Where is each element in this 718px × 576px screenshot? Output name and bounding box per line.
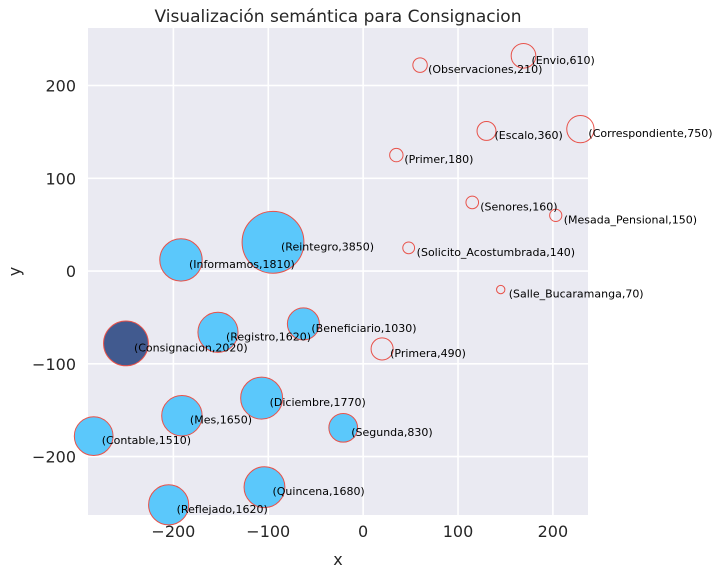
point-contable xyxy=(73,416,114,457)
point-label-solicito-acostumbrada: (Solicito_Acostumbrada,140) xyxy=(417,246,575,259)
point-quincena xyxy=(243,466,286,509)
point-label-reintegro: (Reintegro,3850) xyxy=(281,240,374,253)
point-label-informamos: (Informamos,1810) xyxy=(189,258,295,271)
point-solicito-acostumbrada xyxy=(402,241,416,255)
point-label-senores: (Senores,160) xyxy=(480,200,557,213)
point-label-quincena: (Quincena,1680) xyxy=(272,485,364,498)
point-label-diciembre: (Diciembre,1770) xyxy=(270,396,366,409)
y-tick-label: −200 xyxy=(32,448,76,467)
point-salle-bucaramanga xyxy=(496,284,506,295)
point-label-registro: (Registro,1620) xyxy=(226,330,311,343)
point-label-observaciones: (Observaciones,210) xyxy=(428,63,542,76)
point-segunda xyxy=(328,412,359,443)
chart-title: Visualización semántica para Consignacio… xyxy=(155,7,522,27)
point-label-primer: (Primer,180) xyxy=(404,153,473,166)
y-tick-label: 100 xyxy=(45,169,76,188)
y-axis-title: y xyxy=(5,267,24,276)
point-senores xyxy=(465,195,480,210)
point-label-correspondiente: (Correspondiente,750) xyxy=(588,127,712,140)
point-observaciones xyxy=(412,57,428,73)
point-escalo xyxy=(476,121,497,141)
point-envio xyxy=(510,43,537,69)
point-beneficiario xyxy=(286,307,320,341)
point-label-contable: (Contable,1510) xyxy=(102,434,191,447)
x-axis-title: x xyxy=(333,550,342,569)
point-label-mes: (Mes,1650) xyxy=(190,414,252,427)
point-registro xyxy=(197,311,239,353)
x-tick-label: −200 xyxy=(151,522,195,541)
point-consignacion xyxy=(103,320,149,367)
point-label-escalo: (Escalo,360) xyxy=(494,129,562,142)
point-label-primera: (Primera,490) xyxy=(390,347,466,360)
point-diciembre xyxy=(240,376,284,420)
point-correspondiente xyxy=(566,114,595,144)
point-label-consignacion: (Consignacion,2020) xyxy=(134,341,248,354)
point-label-reflejado: (Reflejado,1620) xyxy=(177,503,268,516)
point-reflejado xyxy=(148,484,190,526)
y-tick-label: −100 xyxy=(32,355,76,374)
point-mesada-pensional xyxy=(549,208,563,222)
point-primera xyxy=(370,337,394,361)
point-mes xyxy=(161,394,203,437)
point-informamos xyxy=(159,238,203,282)
point-label-salle-bucaramanga: (Salle_Bucaramanga,70) xyxy=(509,288,644,301)
point-label-envio: (Envio,610) xyxy=(531,54,594,67)
y-tick-label: 0 xyxy=(66,262,76,281)
point-label-beneficiario: (Beneficiario,1030) xyxy=(311,322,416,335)
y-tick-label: 200 xyxy=(45,77,76,96)
data-points xyxy=(73,43,595,526)
data-labels: (Reintegro,3850) (Consignacion,2020) (Info… xyxy=(102,54,713,516)
point-label-segunda: (Segunda,830) xyxy=(351,426,432,439)
point-reintegro xyxy=(241,210,305,274)
x-tick-label: 0 xyxy=(358,522,368,541)
x-tick-label: −100 xyxy=(246,522,290,541)
x-tick-label: 100 xyxy=(443,522,474,541)
tick-labels: −200 −100 0 100 200 −200 −100 0 100 200 xyxy=(32,77,568,541)
x-tick-label: 200 xyxy=(538,522,569,541)
point-label-mesada-pensional: (Mesada_Pensional,150) xyxy=(564,213,697,226)
point-primer xyxy=(389,147,404,163)
